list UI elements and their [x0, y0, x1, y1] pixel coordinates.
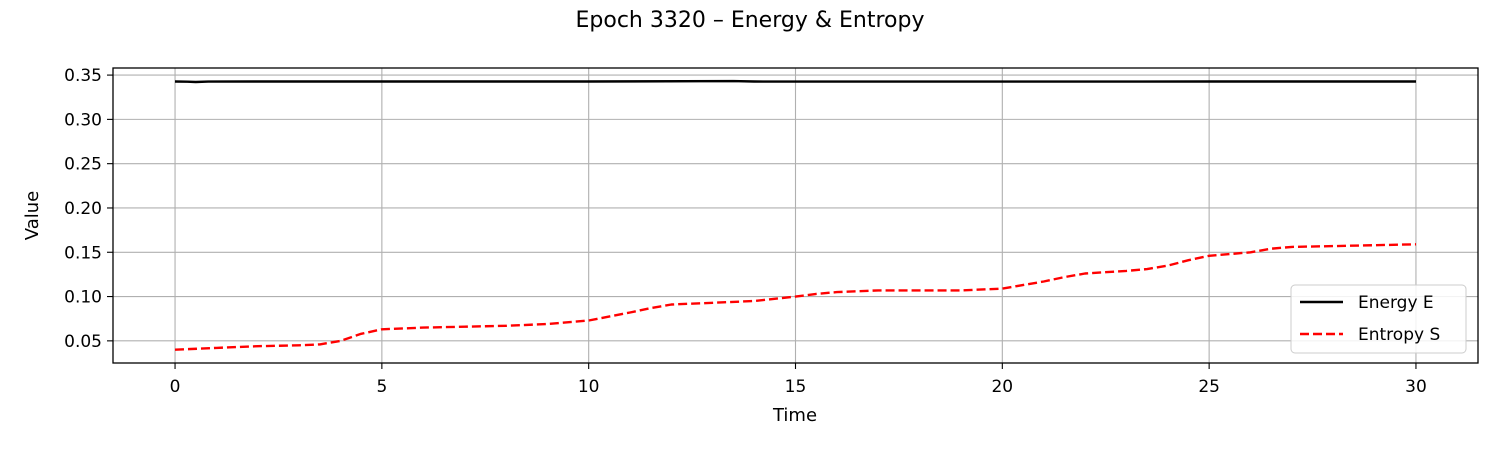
x-tick-label: 25: [1198, 377, 1220, 397]
x-tick-label: 0: [170, 377, 181, 397]
y-tick-label: 0.30: [64, 110, 102, 130]
x-tick-label: 5: [376, 377, 387, 397]
entropy-series-line: [174, 243, 1417, 351]
energy-series-line: [174, 79, 1416, 84]
legend-entropy-label: Entropy S: [1358, 325, 1440, 345]
axis-ticks: 0 5 10 15 20 25 30 0.05 0.10 0.15 0.20 0.25 0.30 0.35: [64, 66, 1427, 397]
y-tick-label: 0.35: [64, 66, 102, 86]
y-tick-label: 0.05: [64, 332, 102, 352]
y-tick-label: 0.20: [64, 199, 102, 219]
x-axis-title: Time: [772, 405, 817, 426]
plot-series: [174, 79, 1417, 351]
x-tick-label: 20: [991, 377, 1013, 397]
x-tick-label: 10: [578, 377, 600, 397]
y-axis-title: Value: [22, 191, 43, 240]
y-tick-label: 0.10: [64, 288, 102, 308]
grid: [113, 68, 1478, 363]
x-tick-label: 15: [785, 377, 807, 397]
y-tick-label: 0.25: [64, 155, 102, 175]
x-tick-label: 30: [1405, 377, 1427, 397]
legend-energy-label: Energy E: [1358, 293, 1434, 313]
y-tick-label: 0.15: [64, 243, 102, 263]
chart-title: Epoch 3320 – Energy & Entropy: [576, 8, 925, 33]
legend: Energy E Entropy S: [1290, 284, 1467, 354]
